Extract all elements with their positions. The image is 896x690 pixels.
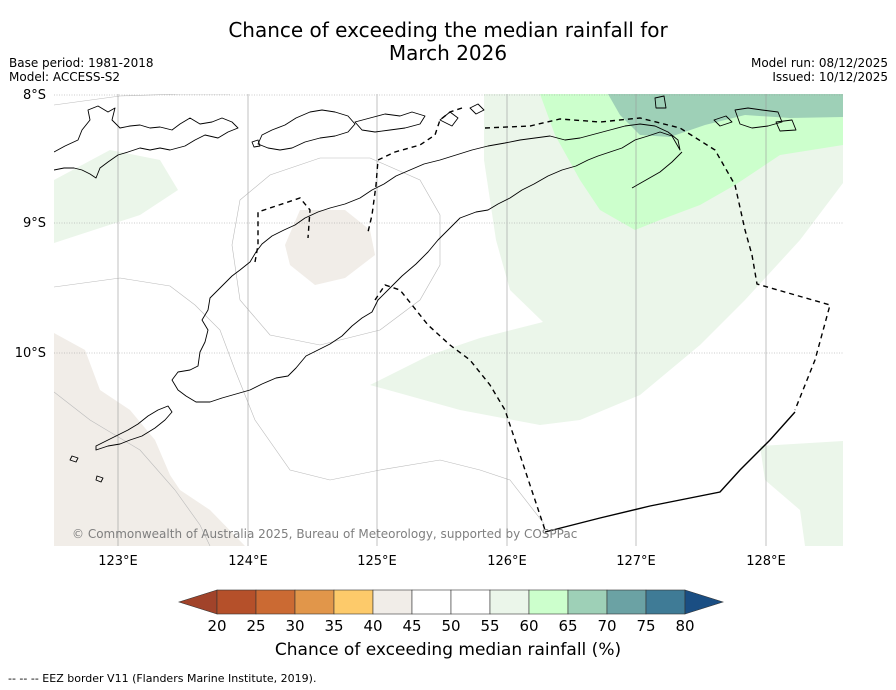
coastline-island-small (775, 119, 797, 132)
coastline-rote-small (95, 475, 104, 483)
title-line-2: March 2026 (388, 41, 508, 65)
region-65-70 (608, 94, 843, 137)
region-40-45-southwest (54, 333, 245, 546)
colorbar-tick-label: 80 (675, 617, 694, 635)
lat-label-8s: 8°S (23, 88, 46, 103)
colorbar-swatch (645, 589, 686, 615)
contour-line (231, 157, 441, 346)
graticule (54, 94, 843, 354)
colorbar-swatch (255, 589, 296, 615)
colorbar-swatch (528, 589, 569, 615)
colorbar-swatch (450, 589, 491, 615)
colorbar-swatch (333, 589, 374, 615)
coastline-island-small (469, 103, 485, 115)
eez-line-top (367, 107, 463, 233)
colorbar-tick-label: 75 (636, 617, 655, 635)
region-55-60-northwest (54, 150, 178, 243)
coastline-alor-islands (257, 109, 356, 151)
region-40-45-central (285, 210, 375, 285)
lon-label-128e: 128°E (746, 554, 786, 569)
map-area: © Commonwealth of Australia 2025, Bureau… (54, 94, 843, 546)
coastline-island-small (251, 139, 261, 148)
colorbar-tick-label: 20 (207, 617, 226, 635)
map-title: Chance of exceeding the median rainfall … (0, 19, 896, 65)
colorbar-swatch (411, 589, 452, 615)
colorbar-swatch (216, 589, 257, 615)
coastlines (54, 95, 797, 483)
contour-line (54, 277, 546, 526)
base-period-text: Base period: 1981-2018 (9, 56, 154, 70)
eez-line-west-box (254, 197, 311, 263)
lon-label-126e: 126°E (487, 554, 527, 569)
lat-label-10s: 10°S (15, 346, 46, 361)
colorbar: 20 25 30 35 40 45 50 55 60 65 70 75 80 (178, 589, 724, 635)
lat-label-9s: 9°S (23, 216, 46, 231)
lon-label-124e: 124°E (228, 554, 268, 569)
lon-label-125e: 125°E (357, 554, 397, 569)
model-run-text: Model run: 08/12/2025 (750, 56, 888, 70)
colorbar-label: Chance of exceeding median rainfall (%) (274, 640, 622, 660)
meta-right: Model run: 08/12/2025 Issued: 10/12/2025 (751, 56, 888, 84)
colorbar-swatch (294, 589, 335, 615)
coastline-island-small (713, 115, 733, 127)
colorbar-swatch (372, 589, 413, 615)
colorbar-swatch (606, 589, 647, 615)
colorbar-tick-label: 45 (402, 617, 421, 635)
coastline-island-small (654, 95, 667, 109)
colorbar-tick-label: 50 (441, 617, 460, 635)
colorbar-swatch (489, 589, 530, 615)
coastline-wetar (354, 111, 426, 133)
coastline-timor-inner (631, 151, 683, 189)
lon-label-127e: 127°E (616, 554, 656, 569)
colorbar-tick-label: 35 (324, 617, 343, 635)
colorbar-tick-label: 40 (363, 617, 382, 635)
colorbar-tick-label: 60 (519, 617, 538, 635)
model-text: Model: ACCESS-S2 (9, 70, 121, 84)
coastline-rote-tip (69, 455, 79, 463)
coastline-island-small (439, 111, 459, 127)
coastline-babar-islands (734, 107, 783, 129)
contour-line (54, 391, 211, 546)
colorbar-tick-label: 70 (597, 617, 616, 635)
coastline-flores-east (54, 105, 239, 179)
colorbar-over-arrow (684, 589, 724, 615)
coastline-rote (95, 405, 173, 451)
meridians (117, 94, 767, 546)
colorbar-tick-label: 25 (246, 617, 265, 635)
region-55-60-southeast (760, 441, 843, 546)
lon-label-123e: 123°E (98, 554, 138, 569)
colorbar-tick-label: 65 (558, 617, 577, 635)
colorbar-tick-label: 55 (480, 617, 499, 635)
colorbar-swatch (567, 589, 608, 615)
eez-legend-note: -- -- -- EEZ border V11 (Flanders Marine… (8, 672, 317, 685)
colorbar-under-arrow (178, 589, 218, 615)
meta-left: Base period: 1981-2018 Model: ACCESS-S2 (9, 56, 154, 84)
issued-text: Issued: 10/12/2025 (772, 70, 888, 84)
title-line-1: Chance of exceeding the median rainfall … (228, 18, 668, 42)
colorbar-tick-label: 30 (285, 617, 304, 635)
eez-line-south (544, 411, 796, 533)
coastline-timor (171, 123, 681, 403)
eez-line-east (484, 117, 831, 411)
copyright-text: © Commonwealth of Australia 2025, Bureau… (72, 527, 577, 541)
region-60-65 (540, 94, 843, 230)
eez-border (254, 107, 831, 533)
